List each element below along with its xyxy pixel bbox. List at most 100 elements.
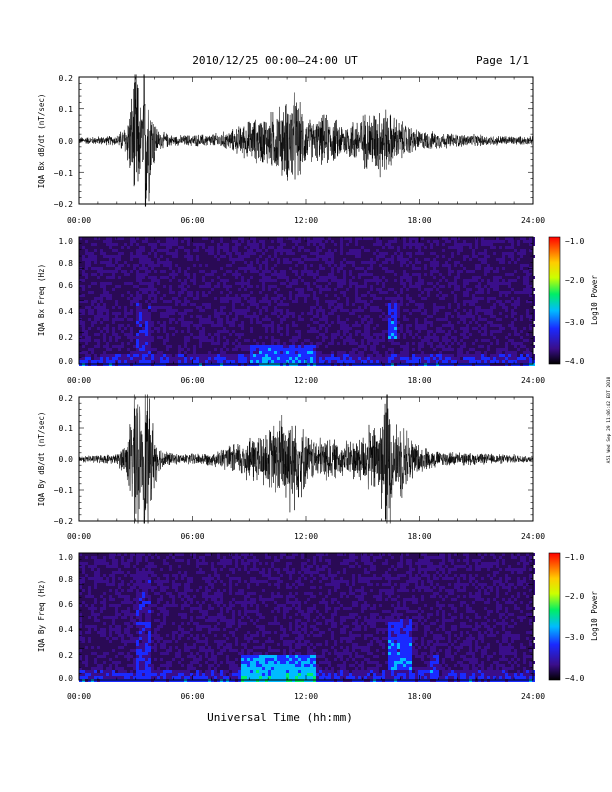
spectrogram-cell — [253, 646, 256, 649]
spectrogram-cell — [139, 360, 142, 363]
spectrogram-cell — [451, 342, 454, 345]
spectrogram-cell — [223, 342, 226, 345]
spectrogram-cell — [136, 610, 139, 613]
spectrogram-cell — [400, 291, 403, 294]
spectrogram-cell — [274, 300, 277, 303]
spectrogram-cell — [247, 649, 250, 652]
spectrogram-cell — [421, 291, 424, 294]
spectrogram-cell — [298, 336, 301, 339]
spectrogram-cell — [322, 315, 325, 318]
spectrogram-cell — [148, 622, 151, 625]
spectrogram-cell — [208, 360, 211, 363]
spectrogram-cell — [397, 258, 400, 261]
spectrogram-cell — [514, 333, 517, 336]
spectrogram-cell — [157, 321, 160, 324]
spectrogram-cell — [232, 342, 235, 345]
spectrogram-cell — [139, 580, 142, 583]
spectrogram-cell — [394, 354, 397, 357]
spectrogram-cell — [457, 249, 460, 252]
spectrogram-cell — [502, 252, 505, 255]
spectrogram-cell — [160, 351, 163, 354]
spectrogram-cell — [268, 300, 271, 303]
spectrogram-cell — [295, 324, 298, 327]
spectrogram-cell — [436, 294, 439, 297]
spectrogram-cell — [139, 634, 142, 637]
spectrogram-cell — [529, 327, 532, 330]
spectrogram-cell — [166, 670, 169, 673]
spectrogram-cell — [109, 357, 112, 360]
spectrogram-cell — [433, 261, 436, 264]
spectrogram-cell — [286, 285, 289, 288]
spectrogram-cell — [508, 240, 511, 243]
spectrogram-cell — [163, 327, 166, 330]
spectrogram-cell — [367, 261, 370, 264]
spectrogram-cell — [469, 348, 472, 351]
spectrogram-cell — [379, 333, 382, 336]
spectrogram-cell — [340, 240, 343, 243]
spectrogram-cell — [241, 294, 244, 297]
spectrogram-cell — [262, 676, 265, 679]
spectrogram-cell — [214, 595, 217, 598]
spectrogram-cell — [157, 264, 160, 267]
spectrogram-cell — [478, 291, 481, 294]
spectrogram-cell — [259, 279, 262, 282]
spectrogram-cell — [337, 306, 340, 309]
spectrogram-cell — [355, 360, 358, 363]
spectrogram-cell — [349, 279, 352, 282]
spectrogram-cell — [127, 607, 130, 610]
spectrogram-cell — [370, 309, 373, 312]
spectrogram-cell — [196, 589, 199, 592]
spectrogram-cell — [241, 559, 244, 562]
spectrogram-cell — [208, 306, 211, 309]
spectrogram-cell — [220, 562, 223, 565]
spectrogram-cell — [88, 565, 91, 568]
spectrogram-cell — [235, 312, 238, 315]
spectrogram-cell — [517, 342, 520, 345]
spectrogram-cell — [508, 354, 511, 357]
spectrogram-cell — [382, 282, 385, 285]
spectrogram-cell — [304, 354, 307, 357]
spectrogram-cell — [166, 634, 169, 637]
spectrogram-cell — [283, 270, 286, 273]
spectrogram-cell — [85, 360, 88, 363]
spectrogram-cell — [301, 291, 304, 294]
spectrogram-cell — [88, 357, 91, 360]
spectrogram-cell — [424, 321, 427, 324]
spectrogram-cell — [169, 312, 172, 315]
spectrogram-cell — [151, 610, 154, 613]
spectrogram-cell — [502, 258, 505, 261]
spectrogram-cell — [292, 240, 295, 243]
spectrogram-cell — [97, 342, 100, 345]
spectrogram-cell — [268, 324, 271, 327]
spectrogram-cell — [181, 291, 184, 294]
spectrogram-cell — [460, 318, 463, 321]
spectrogram-cell — [220, 351, 223, 354]
spectrogram-cell — [304, 267, 307, 270]
spectrogram-cell — [328, 354, 331, 357]
spectrogram-cell — [190, 601, 193, 604]
spectrogram-cell — [358, 285, 361, 288]
spectrogram-cell — [142, 598, 145, 601]
spectrogram-cell — [358, 300, 361, 303]
spectrogram-cell — [331, 354, 334, 357]
spectrogram-cell — [112, 333, 115, 336]
spectrogram-cell — [376, 309, 379, 312]
spectrogram-cell — [208, 631, 211, 634]
spectrogram-cell — [196, 571, 199, 574]
spectrogram-cell — [250, 318, 253, 321]
spectrogram-cell — [193, 264, 196, 267]
spectrogram-cell — [238, 282, 241, 285]
spectrogram-cell — [499, 246, 502, 249]
spectrogram-cell — [349, 360, 352, 363]
spectrogram-cell — [325, 285, 328, 288]
spectrogram-cell — [250, 246, 253, 249]
spectrogram-cell — [427, 240, 430, 243]
spectrogram-cell — [205, 655, 208, 658]
spectrogram-cell — [259, 628, 262, 631]
spectrogram-cell — [487, 357, 490, 360]
spectrogram-cell — [247, 652, 250, 655]
spectrogram-cell — [364, 294, 367, 297]
spectrogram-cell — [157, 258, 160, 261]
spectrogram-cell — [424, 288, 427, 291]
spectrogram-cell — [109, 240, 112, 243]
